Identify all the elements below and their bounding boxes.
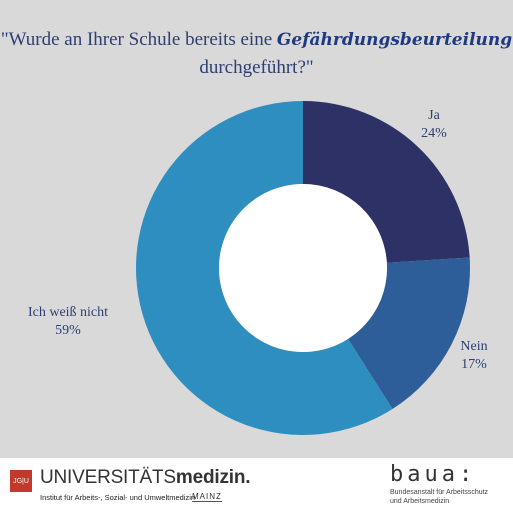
slice-value: 17%: [461, 357, 487, 372]
slice-label: Ja: [428, 108, 440, 123]
um-prefix: UNIVERSITÄTS: [40, 467, 176, 488]
chart-title: "Wurde an Ihrer Schule bereits eine Gefä…: [0, 26, 513, 81]
mainz-label: MAINZ: [192, 492, 222, 502]
slice-value: 59%: [55, 323, 81, 338]
title-part1: "Wurde an Ihrer Schule bereits eine: [0, 29, 273, 50]
title-highlight: Gefährdungsbeurteilung: [276, 30, 513, 50]
jgu-logo: JG|U: [10, 470, 32, 492]
title-part2: durchgeführt?": [199, 57, 314, 78]
donut-hole: [219, 184, 387, 352]
slice-value: 24%: [421, 126, 447, 141]
slice-ich-weiß-nicht: [136, 101, 393, 435]
footer: JG|U UNIVERSITÄTSmedizin. Institut für A…: [0, 458, 513, 513]
baua-subtitle: Bundesanstalt für Arbeitsschutz und Arbe…: [390, 488, 488, 506]
institute-name: Institut für Arbeits-, Sozial- und Umwel…: [40, 493, 196, 502]
baua-line2: und Arbeitsmedizin: [390, 498, 450, 505]
universitaetsmedizin-logo: UNIVERSITÄTSmedizin.: [40, 467, 251, 489]
baua-logo: baua:: [390, 462, 477, 487]
um-bold: medizin.: [175, 467, 251, 488]
slice-ja: [303, 101, 470, 263]
slice-nein: [348, 257, 471, 410]
slice-label: Ich weiß nicht: [28, 305, 108, 320]
slice-label: Nein: [460, 339, 487, 354]
donut-chart: Ja 24% Nein 17% Ich weiß nicht 59%: [28, 101, 488, 435]
baua-line1: Bundesanstalt für Arbeitsschutz: [390, 489, 489, 496]
